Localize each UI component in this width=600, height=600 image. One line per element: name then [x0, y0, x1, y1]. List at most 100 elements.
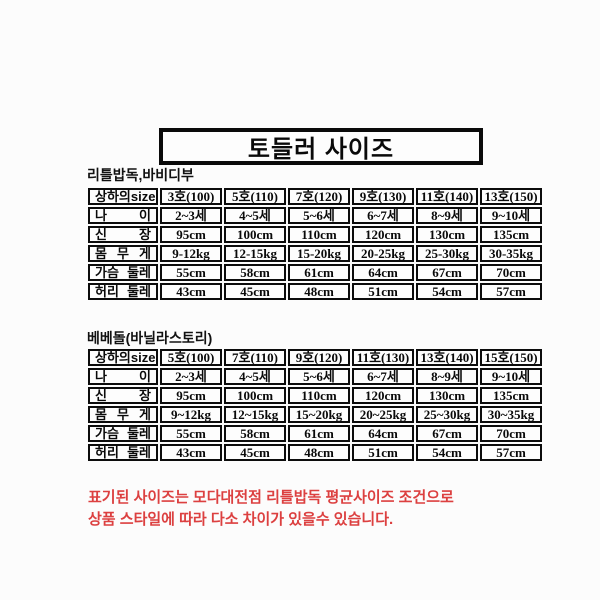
value-cell: 58cm [224, 264, 286, 281]
value-cell: 58cm [224, 425, 286, 442]
value-cell: 5~6세 [288, 207, 350, 224]
value-cell: 100cm [224, 226, 286, 243]
value-cell: 110cm [288, 226, 350, 243]
value-cell: 43cm [160, 444, 222, 461]
size-header-cell: 7호(110) [224, 349, 286, 366]
value-cell: 135cm [480, 387, 542, 404]
value-cell: 20~25kg [352, 406, 414, 423]
value-cell: 48cm [288, 283, 350, 300]
value-cell: 8~9세 [416, 368, 478, 385]
value-cell: 67cm [416, 425, 478, 442]
value-cell: 120cm [352, 387, 414, 404]
table-row: 가슴 둘레 55cm 58cm 61cm 64cm 67cm 70cm [88, 264, 542, 281]
table-row: 허리 둘레 43cm 45cm 48cm 51cm 54cm 57cm [88, 283, 542, 300]
table-row: 나 이 2~3세 4~5세 5~6세 6~7세 8~9세 9~10세 [88, 368, 542, 385]
value-cell: 130cm [416, 387, 478, 404]
size-header-cell: 5호(100) [160, 349, 222, 366]
value-cell: 61cm [288, 425, 350, 442]
size-header-cell: 7호(120) [288, 188, 350, 205]
value-cell: 54cm [416, 283, 478, 300]
value-cell: 25~30kg [416, 406, 478, 423]
value-cell: 30~35kg [480, 406, 542, 423]
table-row: 신 장 95cm 100cm 110cm 120cm 130cm 135cm [88, 387, 542, 404]
footer-line-1: 표기된 사이즈는 모다대전점 리틀밥독 평균사이즈 조건으로 [88, 489, 454, 506]
value-cell: 57cm [480, 283, 542, 300]
value-cell: 45cm [224, 283, 286, 300]
value-cell: 110cm [288, 387, 350, 404]
table-row: 가슴 둘레 55cm 58cm 61cm 64cm 67cm 70cm [88, 425, 542, 442]
value-cell: 57cm [480, 444, 542, 461]
value-cell: 55cm [160, 425, 222, 442]
row-label-cell: 나 이 [88, 368, 158, 385]
value-cell: 64cm [352, 425, 414, 442]
value-cell: 43cm [160, 283, 222, 300]
table-row: 허리 둘레 43cm 45cm 48cm 51cm 54cm 57cm [88, 444, 542, 461]
header-row: 상하의size 3호(100) 5호(110) 7호(120) 9호(130) 11호(1… [88, 188, 542, 205]
value-cell: 120cm [352, 226, 414, 243]
page-title: 토들러 사이즈 [247, 136, 395, 163]
row-label-cell: 신 장 [88, 387, 158, 404]
value-cell: 6~7세 [352, 207, 414, 224]
value-cell: 9~10세 [480, 368, 542, 385]
value-cell: 9~10세 [480, 207, 542, 224]
value-cell: 5~6세 [288, 368, 350, 385]
value-cell: 12-15kg [224, 245, 286, 262]
value-cell: 15~20kg [288, 406, 350, 423]
size-header-cell: 11호(130) [352, 349, 414, 366]
size-header-cell: 15호(150) [480, 349, 542, 366]
value-cell: 100cm [224, 387, 286, 404]
value-cell: 9-12kg [160, 245, 222, 262]
title-box: 토들러 사이즈 [159, 128, 483, 165]
row-label-cell: 신 장 [88, 226, 158, 243]
row-label-cell: 몸 무 게 [88, 406, 158, 423]
value-cell: 20-25kg [352, 245, 414, 262]
value-cell: 51cm [352, 283, 414, 300]
size-header-cell: 3호(100) [160, 188, 222, 205]
value-cell: 25-30kg [416, 245, 478, 262]
value-cell: 45cm [224, 444, 286, 461]
corner-header-cell: 상하의size [88, 188, 158, 205]
table-row: 신 장 95cm 100cm 110cm 120cm 130cm 135cm [88, 226, 542, 243]
table-row: 몸 무 게 9~12kg 12~15kg 15~20kg 20~25kg 25~30kg 3… [88, 406, 542, 423]
value-cell: 95cm [160, 226, 222, 243]
row-label-cell: 가슴 둘레 [88, 425, 158, 442]
table-row: 나 이 2~3세 4~5세 5~6세 6~7세 8~9세 9~10세 [88, 207, 542, 224]
value-cell: 51cm [352, 444, 414, 461]
size-header-cell: 9호(120) [288, 349, 350, 366]
value-cell: 70cm [480, 264, 542, 281]
row-label-cell: 몸 무 게 [88, 245, 158, 262]
size-header-cell: 13호(140) [416, 349, 478, 366]
value-cell: 2~3세 [160, 368, 222, 385]
value-cell: 54cm [416, 444, 478, 461]
size-table-littlebobdog: 상하의size 3호(100) 5호(110) 7호(120) 9호(130) 11호(1… [86, 186, 544, 302]
value-cell: 135cm [480, 226, 542, 243]
table-row: 몸 무 게 9-12kg 12-15kg 15-20kg 20-25kg 25-30kg 3… [88, 245, 542, 262]
value-cell: 8~9세 [416, 207, 478, 224]
value-cell: 95cm [160, 387, 222, 404]
value-cell: 48cm [288, 444, 350, 461]
value-cell: 130cm [416, 226, 478, 243]
corner-header-cell: 상하의size [88, 349, 158, 366]
value-cell: 61cm [288, 264, 350, 281]
size-table-bebedol: 상하의size 5호(100) 7호(110) 9호(120) 11호(130) 13호(… [86, 347, 544, 463]
size-header-cell: 11호(140) [416, 188, 478, 205]
brand-label-bebedol: 베베돌(바닐라스토리) [87, 330, 213, 346]
row-label-cell: 가슴 둘레 [88, 264, 158, 281]
value-cell: 12~15kg [224, 406, 286, 423]
footer-line-2: 상품 스타일에 따라 다소 차이가 있을수 있습니다. [88, 511, 394, 528]
size-header-cell: 5호(110) [224, 188, 286, 205]
value-cell: 64cm [352, 264, 414, 281]
brand-label-littlebobdog: 리틀밥독,바비디부 [87, 167, 194, 183]
header-row: 상하의size 5호(100) 7호(110) 9호(120) 11호(130) 13호(… [88, 349, 542, 366]
row-label-cell: 허리 둘레 [88, 283, 158, 300]
size-header-cell: 9호(130) [352, 188, 414, 205]
value-cell: 67cm [416, 264, 478, 281]
row-label-cell: 허리 둘레 [88, 444, 158, 461]
footer-note: 표기된 사이즈는 모다대전점 리틀밥독 평균사이즈 조건으로 상품 스타일에 따… [88, 487, 454, 531]
value-cell: 70cm [480, 425, 542, 442]
value-cell: 2~3세 [160, 207, 222, 224]
size-header-cell: 13호(150) [480, 188, 542, 205]
value-cell: 30-35kg [480, 245, 542, 262]
value-cell: 55cm [160, 264, 222, 281]
